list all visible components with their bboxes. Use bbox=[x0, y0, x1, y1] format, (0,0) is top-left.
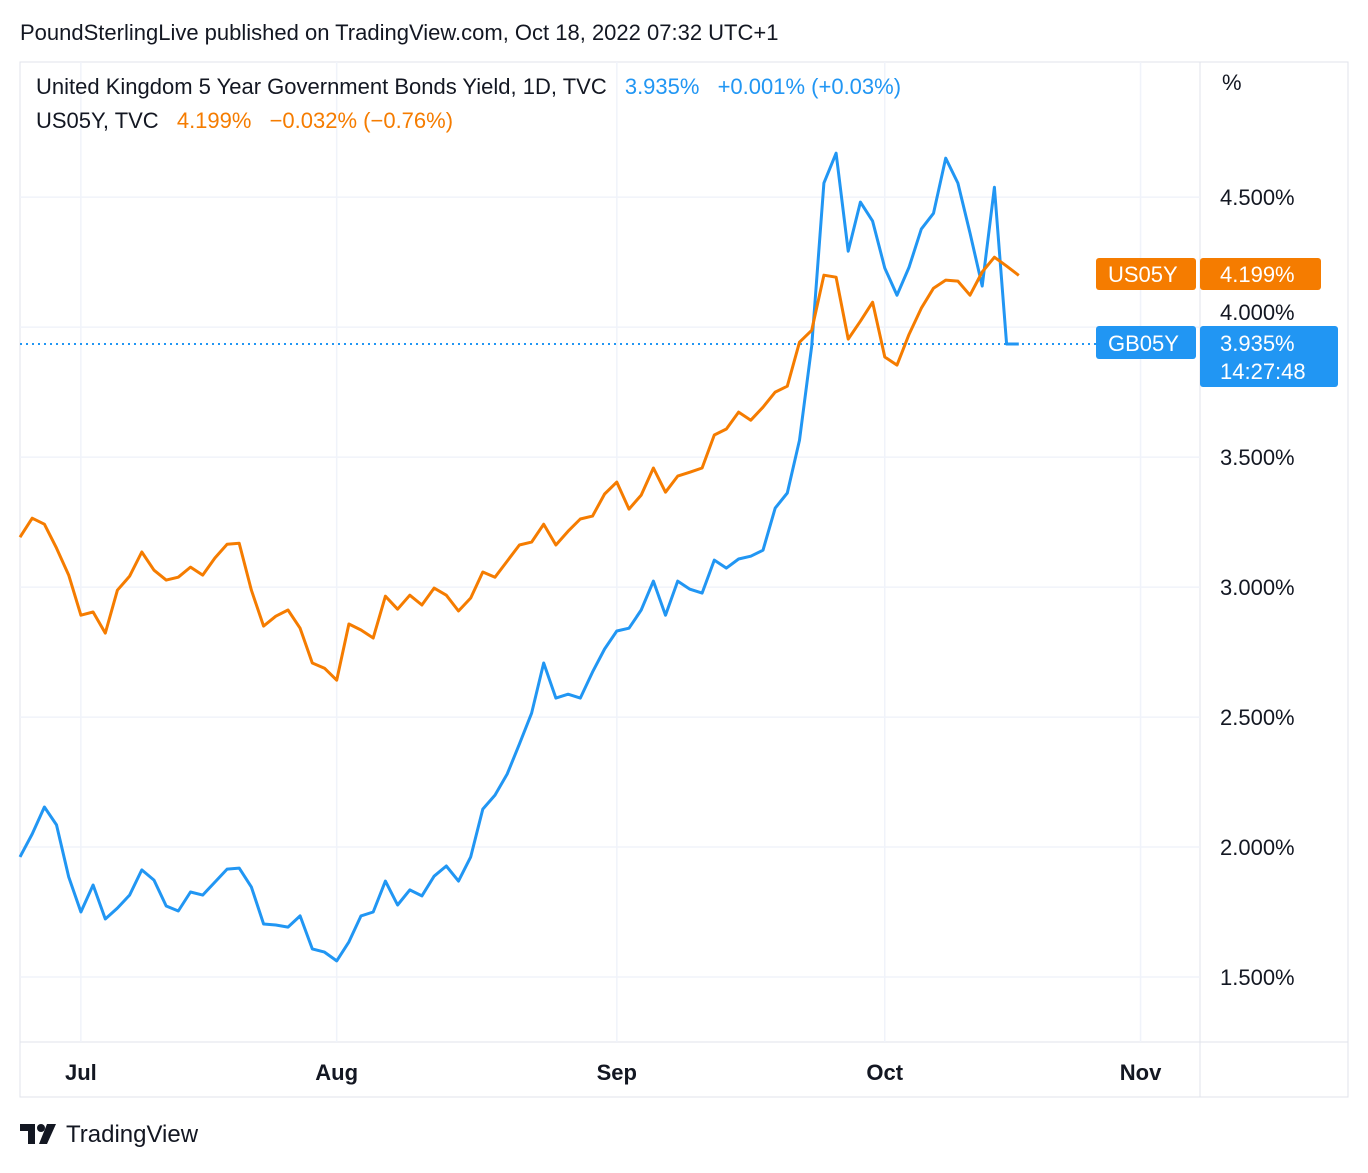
legend-series1-value: 3.935% bbox=[625, 74, 700, 99]
plot-area[interactable] bbox=[20, 153, 1019, 961]
y-tick-label: 1.500% bbox=[1220, 965, 1295, 990]
gb05y-bar-countdown: 14:27:48 bbox=[1220, 359, 1306, 384]
legend-series1-name: United Kingdom 5 Year Government Bonds Y… bbox=[36, 74, 607, 99]
price-scale[interactable]: 4.500% 4.000% 3.500% 3.000% 2.500% 2.000% 1.50… bbox=[1220, 185, 1295, 990]
tradingview-logo-icon bbox=[20, 1124, 56, 1144]
y-tick-label: 4.000% bbox=[1220, 300, 1295, 325]
legend: United Kingdom 5 Year Government Bonds Y… bbox=[36, 74, 901, 133]
y-tick-label: 3.500% bbox=[1220, 445, 1295, 470]
tradingview-logo[interactable]: TradingView bbox=[20, 1121, 199, 1148]
tradingview-brand: TradingView bbox=[66, 1121, 199, 1148]
y-tick-label: 4.500% bbox=[1220, 185, 1295, 210]
x-tick-label: Nov bbox=[1120, 1060, 1162, 1085]
us05y-tag-symbol: US05Y bbox=[1108, 262, 1178, 287]
x-tick-label: Sep bbox=[597, 1060, 637, 1085]
y-tick-label: 3.000% bbox=[1220, 575, 1295, 600]
y-tick-label: 2.000% bbox=[1220, 835, 1295, 860]
us05y-price-tag: US05Y 4.199% bbox=[1096, 258, 1321, 290]
x-tick-label: Aug bbox=[315, 1060, 358, 1085]
gb05y-tag-value: 3.935% bbox=[1220, 331, 1295, 356]
published-header: PoundSterlingLive published on TradingVi… bbox=[20, 20, 778, 45]
legend-series2: US05Y, TVC 4.199% −0.032% (−0.76%) bbox=[36, 108, 453, 133]
gb05y-price-tag: GB05Y 3.935% 14:27:48 bbox=[1096, 326, 1338, 387]
legend-series1: United Kingdom 5 Year Government Bonds Y… bbox=[36, 74, 901, 99]
time-scale[interactable]: Jul Aug Sep Oct Nov bbox=[65, 1060, 1162, 1085]
series-line-gb05y bbox=[20, 153, 1019, 961]
gb05y-tag-symbol: GB05Y bbox=[1108, 331, 1179, 356]
legend-series2-change: −0.032% (−0.76%) bbox=[270, 108, 453, 133]
legend-series2-name: US05Y, TVC bbox=[36, 108, 159, 133]
chart-frame bbox=[20, 62, 1348, 1097]
legend-series2-value: 4.199% bbox=[177, 108, 252, 133]
y-tick-label: 2.500% bbox=[1220, 705, 1295, 730]
x-tick-label: Jul bbox=[65, 1060, 97, 1085]
us05y-tag-value: 4.199% bbox=[1220, 262, 1295, 287]
price-scale-unit: % bbox=[1222, 70, 1242, 95]
series-line-us05y bbox=[20, 257, 1019, 680]
x-tick-label: Oct bbox=[866, 1060, 903, 1085]
legend-series1-change: +0.001% (+0.03%) bbox=[718, 74, 901, 99]
